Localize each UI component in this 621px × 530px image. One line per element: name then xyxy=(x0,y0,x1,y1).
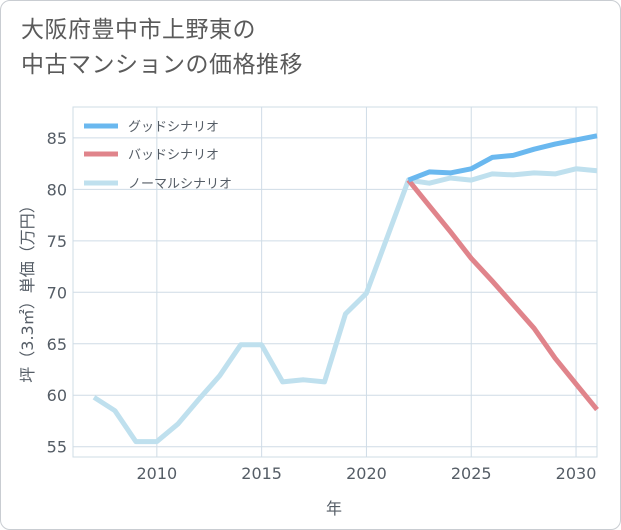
x-tick-label-2025: 2025 xyxy=(451,464,492,483)
legend-label-2: バッドシナリオ xyxy=(128,148,219,163)
x-axis-title: 年 xyxy=(326,499,342,518)
y-axis-title: 坪（3.3㎡）単価（万円） xyxy=(18,197,37,382)
y-tick-label-75: 75 xyxy=(47,232,67,251)
x-tick-label-2010: 2010 xyxy=(136,464,177,483)
title-line-1: 大阪府豊中市上野東の xyxy=(21,17,256,43)
y-tick-label-65: 65 xyxy=(47,335,67,354)
x-tick-label-2020: 2020 xyxy=(346,464,387,483)
y-tick-label-60: 60 xyxy=(47,386,67,405)
plot-frame xyxy=(72,106,598,458)
title-line-2: 中古マンションの価格推移 xyxy=(21,52,303,78)
y-tick-label-55: 55 xyxy=(47,438,67,457)
series-line-3 xyxy=(92,166,598,445)
chart-title: 大阪府豊中市上野東の 中古マンションの価格推移 xyxy=(21,13,303,83)
y-tick-label-80: 80 xyxy=(47,180,67,199)
y-tick-label-85: 85 xyxy=(47,129,67,148)
series-line-2 xyxy=(406,178,599,412)
legend-label-3: ノーマルシナリオ xyxy=(128,177,232,192)
axes: 55 60 65 70 75 80 85 2010 2015 2020 2025 2030 xyxy=(47,106,598,483)
x-tick-label-2015: 2015 xyxy=(241,464,282,483)
y-tick-label-70: 70 xyxy=(47,283,67,302)
x-tick-label-2030: 2030 xyxy=(556,464,597,483)
series-line-1 xyxy=(407,133,598,183)
series-lines xyxy=(92,133,599,445)
legend-label-1: グッドシナリオ xyxy=(128,120,219,135)
